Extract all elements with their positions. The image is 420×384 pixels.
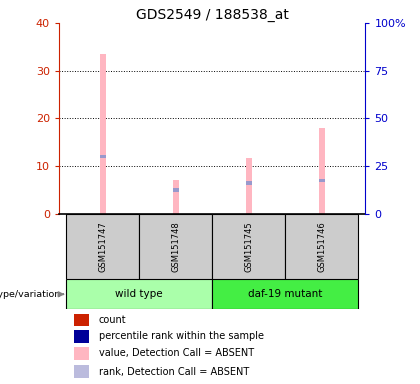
Title: GDS2549 / 188538_at: GDS2549 / 188538_at [136,8,289,22]
Bar [173,180,178,214]
Bar [139,214,212,279]
Bar [246,157,252,214]
Bar [285,214,358,279]
Bar [66,279,212,309]
Bar [173,188,178,192]
Text: genotype/variation: genotype/variation [0,290,60,299]
Text: GSM151747: GSM151747 [98,221,107,272]
Text: wild type: wild type [115,289,163,299]
Text: count: count [99,315,126,325]
Bar [66,214,139,279]
Bar [319,128,325,214]
Bar [100,155,105,158]
Bar [212,279,358,309]
Bar [74,330,89,343]
Text: percentile rank within the sample: percentile rank within the sample [99,331,264,341]
Text: GSM151746: GSM151746 [317,221,326,272]
Text: daf-19 mutant: daf-19 mutant [248,289,322,299]
Bar [74,347,89,359]
Bar [100,54,105,214]
Text: GSM151745: GSM151745 [244,221,253,272]
Bar [74,365,89,378]
Bar [246,181,252,185]
Text: rank, Detection Call = ABSENT: rank, Detection Call = ABSENT [99,367,249,377]
Bar [319,179,325,182]
Text: value, Detection Call = ABSENT: value, Detection Call = ABSENT [99,348,254,358]
Bar [74,313,89,326]
Text: GSM151748: GSM151748 [171,221,180,272]
Bar [212,214,285,279]
